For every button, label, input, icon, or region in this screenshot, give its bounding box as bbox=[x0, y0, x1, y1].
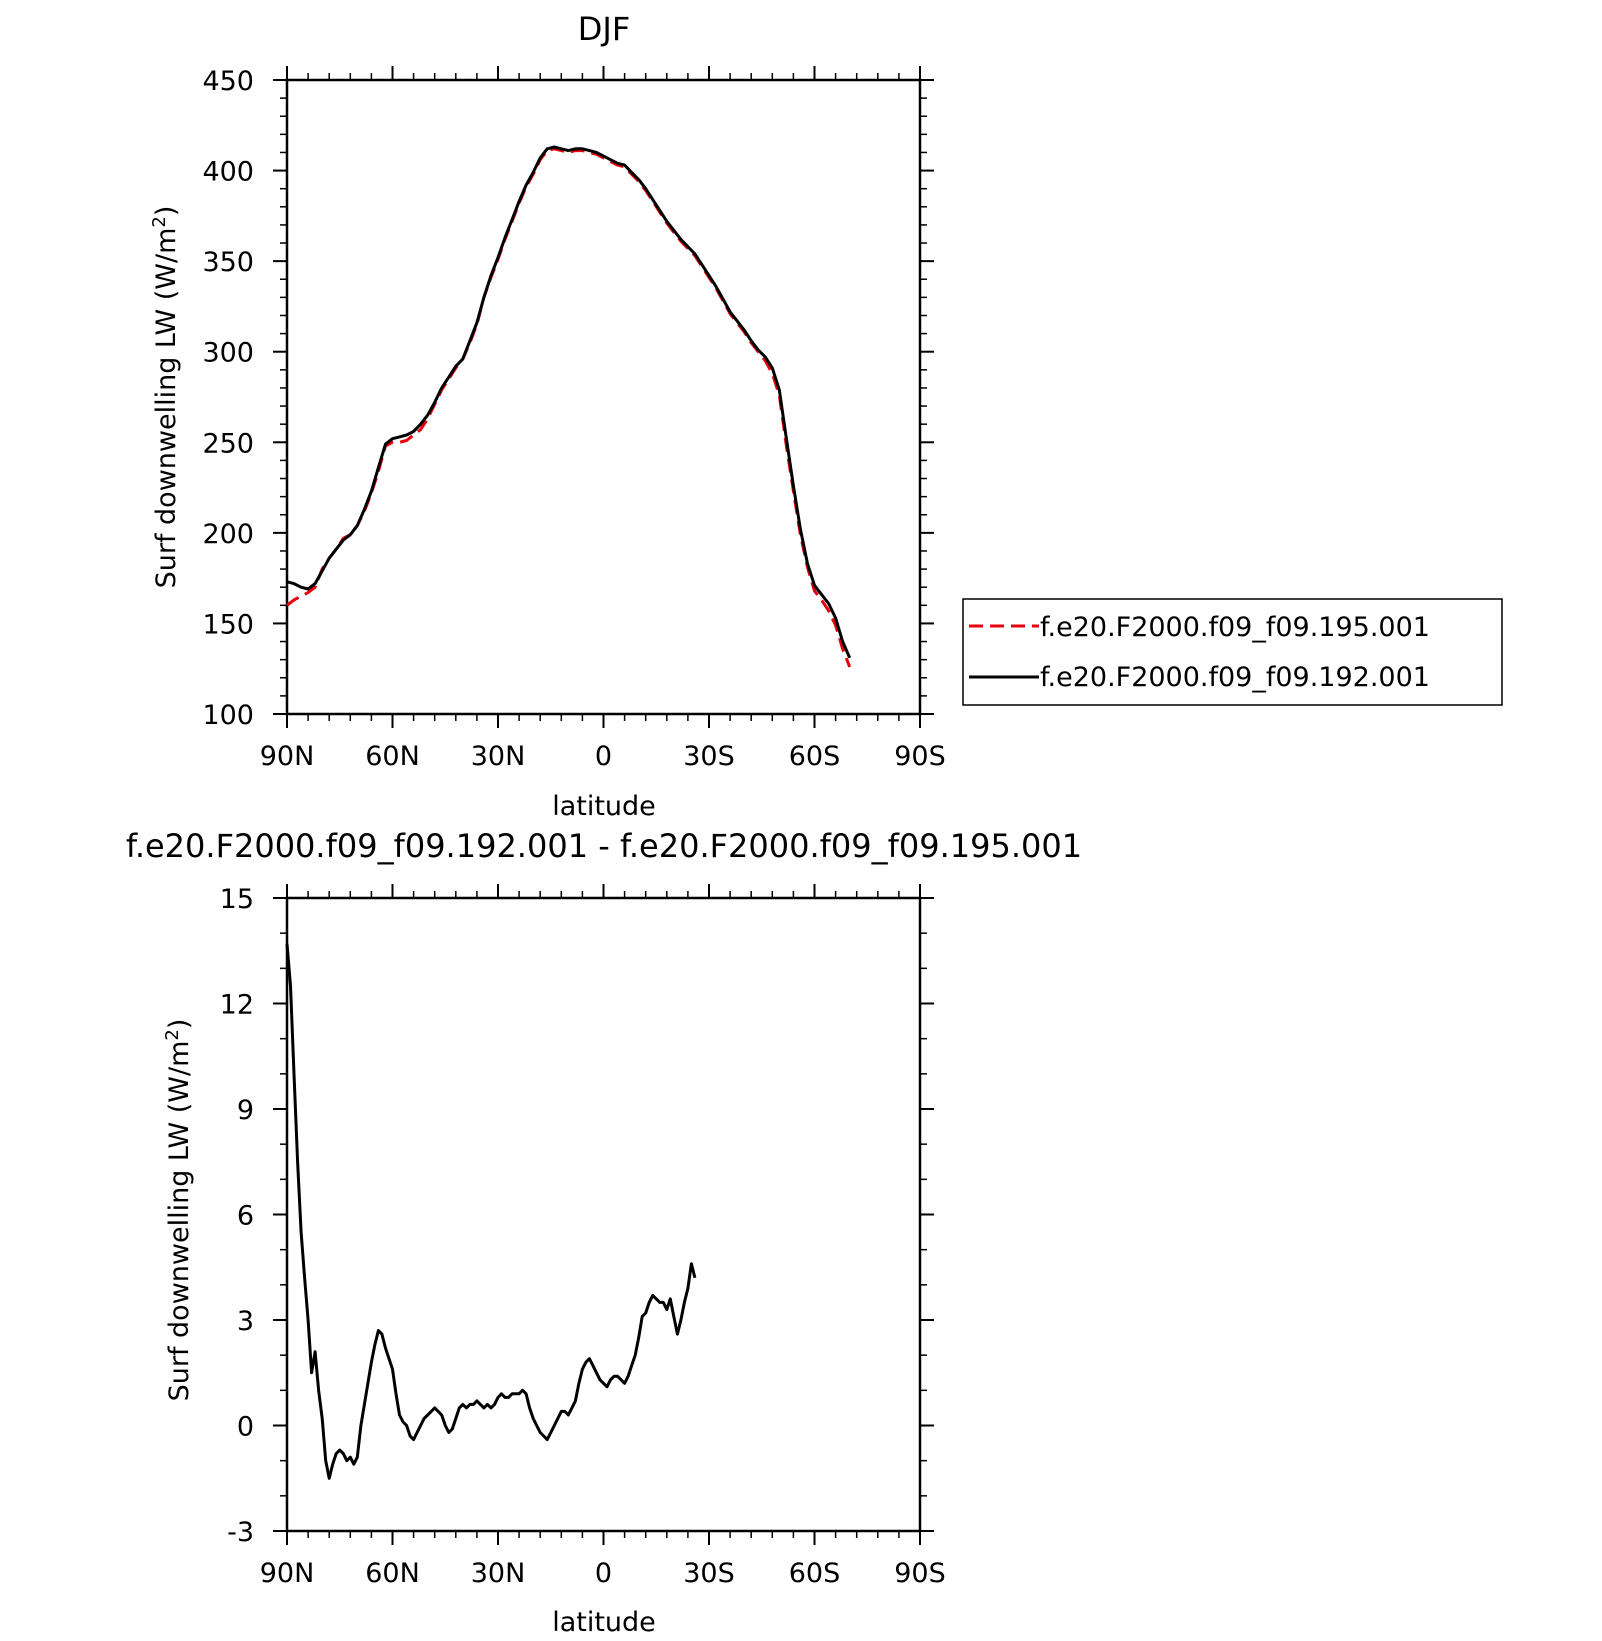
x-tick-label: 30N bbox=[471, 1558, 526, 1589]
x-tick-labels: 90N 60N 30N 0 30S 60S 90S bbox=[260, 1558, 946, 1589]
grid-ticks bbox=[273, 884, 934, 1545]
y-tick-label: 12 bbox=[220, 990, 254, 1021]
y-tick-label: 150 bbox=[202, 609, 254, 640]
series-lines bbox=[286, 145, 852, 668]
x-tick-label: 90S bbox=[894, 1558, 946, 1589]
y-tick-label: 3 bbox=[237, 1306, 254, 1337]
top-panel: DJF 100 150 200 250 300 350 400 450 90N 60N 30N 0 3… bbox=[149, 10, 1503, 822]
y-tick-label: 200 bbox=[202, 519, 254, 550]
y-tick-labels: -3 0 3 6 9 12 15 bbox=[220, 884, 254, 1548]
y-tick-label: 300 bbox=[202, 338, 254, 369]
x-tick-label: 60N bbox=[365, 741, 420, 772]
y-tick-label: 250 bbox=[202, 428, 254, 459]
y-axis-label: Surf downwelling LW (W/m2) bbox=[162, 1019, 195, 1402]
legend-label-series-2: f.e20.F2000.f09_f09.192.001 bbox=[1040, 662, 1430, 693]
x-tick-label: 30N bbox=[471, 741, 526, 772]
y-axis-label-close: ) bbox=[164, 1019, 195, 1030]
y-axis-label-sup: 2 bbox=[149, 216, 170, 227]
x-axis-label: latitude bbox=[552, 1607, 656, 1638]
y-tick-label: 0 bbox=[237, 1412, 254, 1443]
series-line-2 bbox=[286, 145, 852, 659]
legend: f.e20.F2000.f09_f09.195.001 f.e20.F2000.… bbox=[962, 598, 1503, 706]
series-lines bbox=[285, 943, 697, 1480]
y-tick-label: 400 bbox=[202, 157, 254, 188]
x-tick-label: 60S bbox=[789, 1558, 841, 1589]
x-tick-label: 60N bbox=[365, 1558, 420, 1589]
y-tick-label: -3 bbox=[227, 1517, 254, 1548]
y-axis-label-main: Surf downwelling LW (W/m bbox=[164, 1041, 195, 1402]
plot-frame bbox=[285, 896, 922, 1533]
y-tick-label: 9 bbox=[237, 1095, 254, 1126]
x-tick-label: 0 bbox=[595, 1558, 612, 1589]
y-axis-label-main: Surf downwelling LW (W/m bbox=[151, 228, 182, 589]
x-tick-label: 90N bbox=[260, 1558, 315, 1589]
grid-ticks bbox=[273, 66, 934, 728]
y-tick-labels: 100 150 200 250 300 350 400 450 bbox=[202, 66, 254, 731]
x-tick-label: 30S bbox=[683, 741, 735, 772]
legend-box bbox=[962, 598, 1503, 706]
bottom-panel: f.e20.F2000.f09_f09.192.001 - f.e20.F200… bbox=[126, 827, 1082, 1638]
y-tick-label: 6 bbox=[237, 1201, 254, 1232]
x-tick-labels: 90N 60N 30N 0 30S 60S 90S bbox=[260, 741, 946, 772]
x-tick-label: 90S bbox=[894, 741, 946, 772]
chart-title: DJF bbox=[578, 10, 630, 48]
chart-title: f.e20.F2000.f09_f09.192.001 - f.e20.F200… bbox=[126, 827, 1082, 865]
y-tick-label: 350 bbox=[202, 247, 254, 278]
x-axis-label: latitude bbox=[552, 791, 656, 822]
x-tick-label: 30S bbox=[683, 1558, 735, 1589]
y-tick-label: 100 bbox=[202, 700, 254, 731]
series-line-1 bbox=[285, 943, 697, 1480]
x-tick-label: 90N bbox=[260, 741, 315, 772]
legend-label-series-1: f.e20.F2000.f09_f09.195.001 bbox=[1040, 612, 1430, 643]
series-line-1 bbox=[286, 147, 852, 668]
plot-frame bbox=[285, 78, 922, 716]
x-tick-label: 60S bbox=[789, 741, 841, 772]
x-tick-label: 0 bbox=[595, 741, 612, 772]
y-axis-label: Surf downwelling LW (W/m2) bbox=[149, 206, 182, 589]
y-tick-label: 15 bbox=[220, 884, 254, 915]
y-tick-label: 450 bbox=[202, 66, 254, 97]
y-axis-label-sup: 2 bbox=[162, 1029, 183, 1040]
y-axis-label-close: ) bbox=[151, 206, 182, 217]
